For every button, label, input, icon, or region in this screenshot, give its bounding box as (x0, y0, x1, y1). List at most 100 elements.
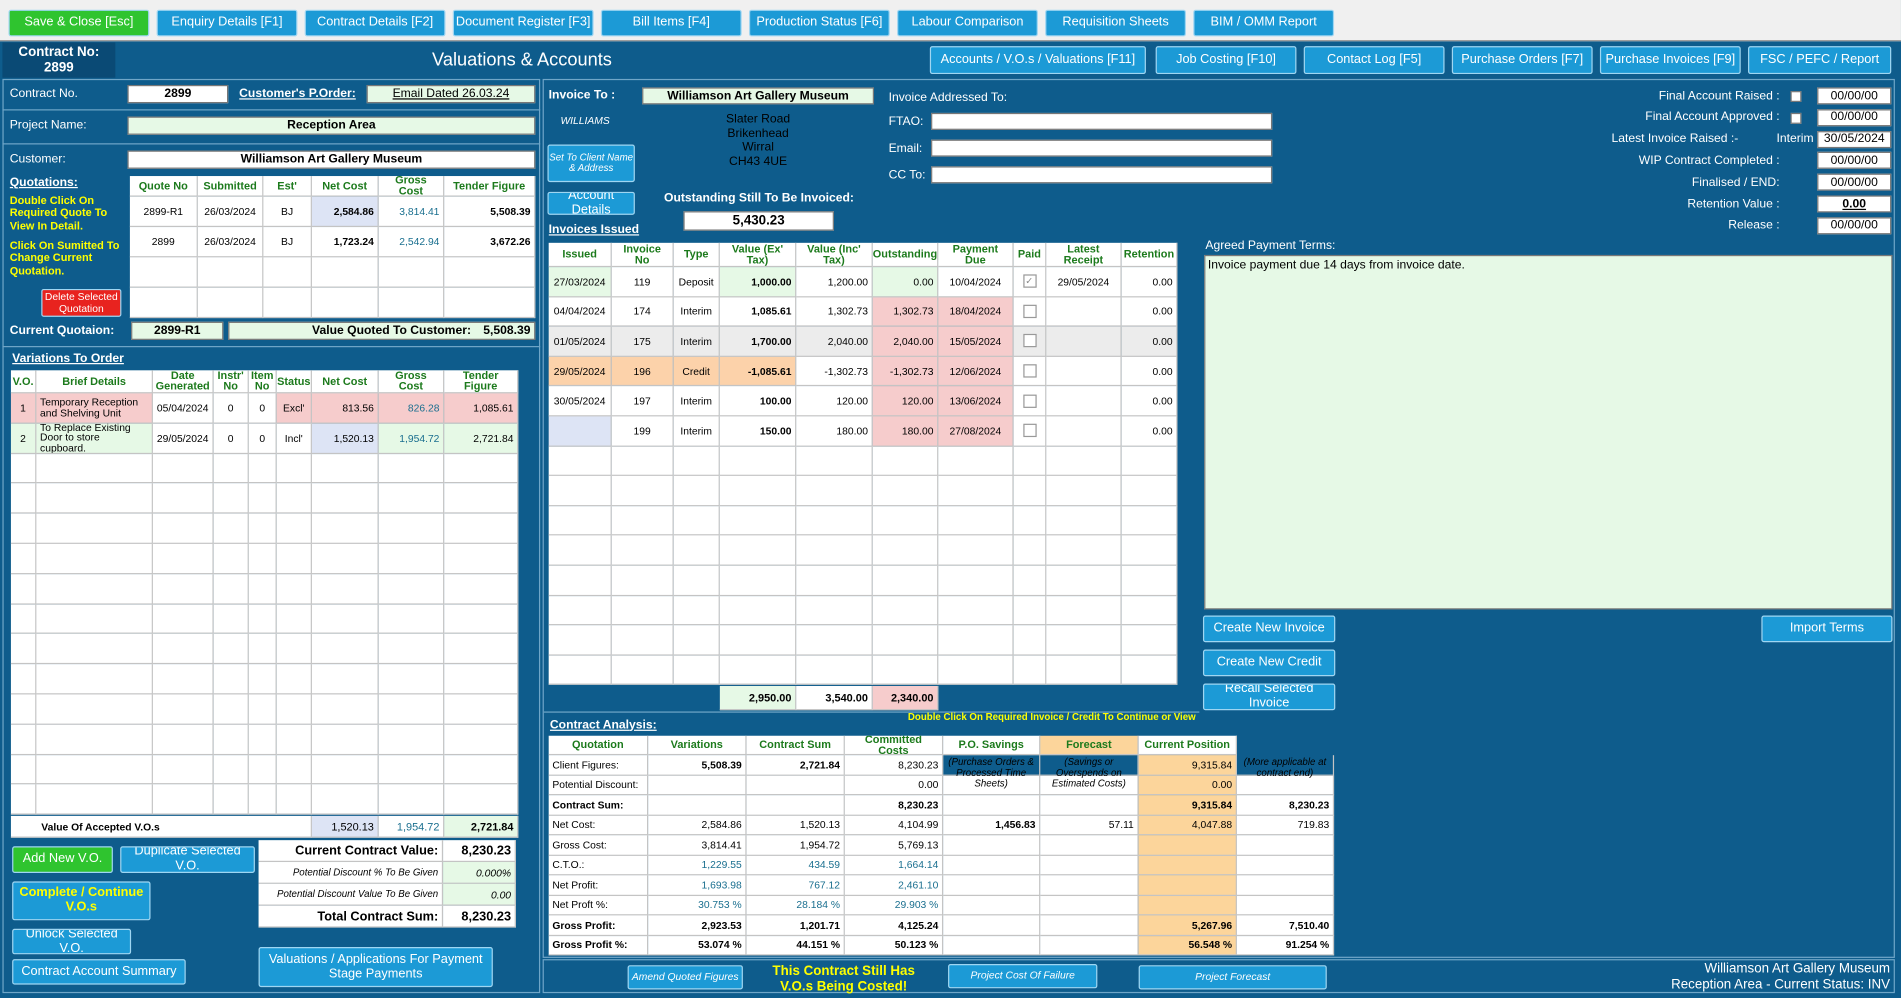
variation-cell (213, 543, 249, 575)
invoice-cell (1046, 595, 1122, 626)
analysis-cell: 0.00 (1138, 775, 1237, 796)
invoice-cell (938, 506, 1014, 536)
variation-cell: 2,721.84 (444, 423, 519, 454)
analysis-cell: 9,315.84 (1138, 795, 1237, 816)
quotation-cell: 2,584.86 (311, 196, 379, 228)
invoice-button[interactable]: Import Terms (1761, 615, 1893, 643)
analysis-cell: 4,047.88 (1138, 815, 1237, 836)
invoice-cell (548, 446, 612, 477)
vo-button[interactable]: Add New V.O. (12, 846, 113, 873)
analysis-cell: 5,769.13 (844, 835, 944, 856)
analysis-cell: 2,721.84 (746, 755, 845, 776)
checkbox[interactable] (1022, 424, 1037, 438)
analysis-cell (1236, 875, 1335, 896)
column-header: Current Position (1138, 735, 1237, 756)
analysis-cell: 57.11 (1040, 815, 1139, 836)
invoice-cell (548, 625, 612, 656)
checkbox[interactable] (1022, 394, 1037, 408)
variation-cell (378, 453, 445, 484)
field: 2899-R1 (131, 321, 224, 340)
analysis-cell: Contract Sum: (548, 795, 649, 816)
column-header: Issued (548, 242, 612, 268)
toolbar-button[interactable]: Labour Comparison (897, 9, 1038, 37)
analysis-cell (943, 915, 1041, 936)
invoice-cell (1046, 356, 1122, 387)
bottom-button[interactable]: Project Forecast (1138, 965, 1327, 990)
quotation-cell: 3,672.26 (444, 227, 536, 258)
invoice-cell: 27/08/2024 (938, 416, 1014, 447)
footer-text: Reception Area - Current Status: INV (1671, 976, 1891, 992)
invoice-cell: 0.00 (1121, 386, 1178, 417)
checkbox[interactable]: ✓ (1022, 274, 1037, 289)
variation-cell (248, 483, 277, 514)
checkbox[interactable] (1790, 91, 1802, 102)
variation-cell (152, 694, 214, 725)
bottom-button[interactable]: Amend Quoted Figures (627, 965, 743, 990)
tab[interactable]: Accounts / V.O.s / Valuations [F11] (929, 46, 1146, 75)
invoice-button[interactable]: Recall Selected Invoice (1202, 683, 1336, 711)
invoice-cell (1013, 595, 1047, 626)
invoice-cell: 18/04/2024 (938, 296, 1014, 327)
column-header: Net Cost (311, 176, 379, 197)
total: 2,721.84 (444, 815, 519, 838)
toolbar-button[interactable]: Document Register [F3] (452, 9, 594, 37)
variation-cell (36, 724, 153, 755)
variation-cell (276, 543, 312, 575)
tab[interactable]: Purchase Invoices [F9] (1599, 46, 1741, 75)
variation-cell (444, 694, 519, 725)
variation-cell: 826.28 (378, 393, 445, 424)
tab[interactable]: FSC / PEFC / Report (1748, 46, 1892, 75)
toolbar-button[interactable]: Bill Items [F4] (600, 9, 742, 37)
checkbox[interactable] (1790, 112, 1802, 124)
delete-button[interactable]: Delete Selected Quotation (41, 288, 122, 317)
toolbar-button[interactable]: Contract Details [F2] (304, 9, 446, 37)
variation-cell (378, 754, 445, 785)
checkbox[interactable] (1022, 334, 1037, 348)
variation-cell (36, 543, 153, 575)
invoice-button[interactable]: Create New Invoice (1202, 615, 1336, 643)
account-button[interactable]: Account Details (547, 191, 635, 215)
variation-cell (36, 604, 153, 635)
variation-cell (276, 694, 312, 725)
variation-cell (213, 513, 249, 544)
help-text: Double Click On Required Quote To View I… (9, 194, 108, 232)
vo-button[interactable]: Duplicate Selected V.O. (120, 846, 255, 873)
vo-button[interactable]: Unlock Selected V.O. (12, 928, 132, 955)
invoice-cell (1121, 446, 1178, 477)
vo-button[interactable]: Contract Account Summary (12, 959, 186, 985)
toolbar-button[interactable]: Save & Close [Esc] (8, 9, 150, 37)
toolbar-button[interactable]: Requisition Sheets (1045, 9, 1186, 37)
toolbar-button[interactable]: BIM / OMM Report (1193, 9, 1335, 37)
analysis-cell (1040, 875, 1139, 896)
invoice-cell (719, 506, 797, 536)
set-button[interactable]: Set To Client Name & Address (547, 144, 635, 183)
tab[interactable]: Contact Log [F5] (1303, 46, 1445, 75)
bottom-button[interactable]: Project Cost Of Failure (948, 963, 1098, 989)
bottom-bar (542, 959, 1895, 994)
checkbox[interactable] (1022, 364, 1037, 378)
field: 2899 (127, 84, 229, 104)
vo-button[interactable]: Complete / Continue V.O.s (12, 881, 151, 921)
invoice-cell: Credit (673, 356, 720, 387)
tab[interactable]: Purchase Orders [F7] (1451, 46, 1593, 75)
field: Email Dated 26.03.24 (366, 84, 536, 104)
variation-cell (378, 574, 445, 605)
invoice-button[interactable]: Create New Credit (1202, 649, 1336, 677)
toolbar-button[interactable]: Production Status [F6] (748, 9, 890, 37)
invoice-cell (938, 625, 1014, 656)
analysis-cell: 1,664.14 (844, 855, 944, 876)
variation-cell (10, 483, 37, 514)
date-field: 00/00/00 (1817, 109, 1892, 127)
invoice-cell (673, 655, 720, 686)
analysis-cell (943, 835, 1041, 856)
column-header: Retention (1121, 242, 1178, 268)
checkbox[interactable] (1022, 304, 1037, 318)
date-label: Final Account Raised : (1658, 89, 1780, 103)
vo-button[interactable]: Valuations / Applications For Payment St… (258, 946, 493, 988)
column-header: Gross Cost (378, 370, 445, 394)
column-header: Contract Sum (746, 735, 845, 756)
tab[interactable]: Job Costing [F10] (1155, 46, 1297, 75)
analysis-cell: 434.59 (746, 855, 845, 876)
divider (2, 346, 541, 348)
toolbar-button[interactable]: Enquiry Details [F1] (156, 9, 298, 37)
